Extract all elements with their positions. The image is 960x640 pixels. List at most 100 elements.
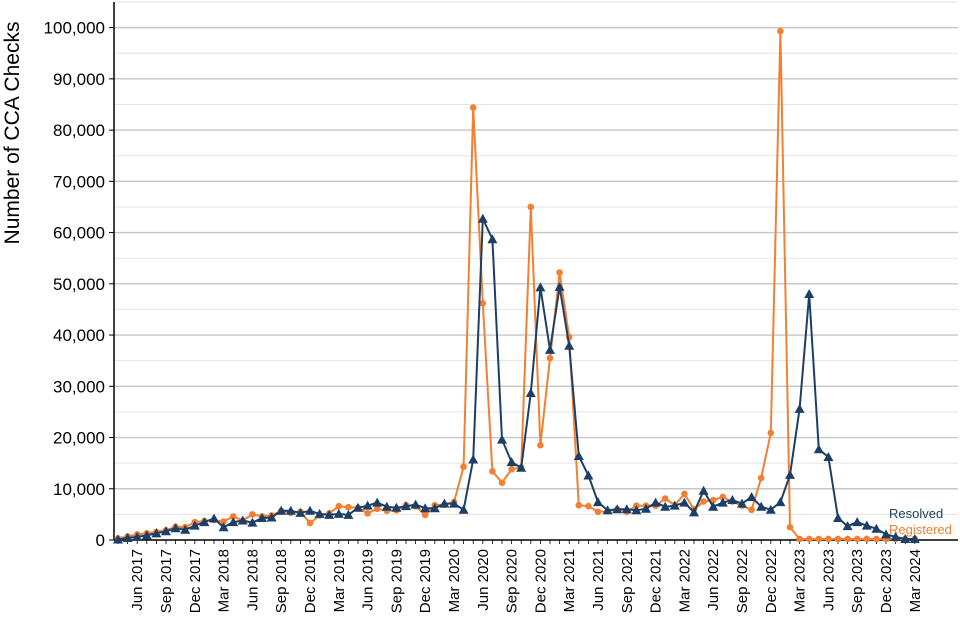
- data-point: [401, 501, 411, 511]
- data-point: [834, 535, 842, 543]
- data-point: [621, 504, 632, 514]
- data-point: [458, 504, 469, 514]
- y-axis-title: Number of CCA Checks: [1, 22, 24, 245]
- data-point: [871, 523, 882, 533]
- data-point: [575, 501, 583, 509]
- data-point: [151, 528, 162, 538]
- data-point: [381, 501, 392, 511]
- data-point: [487, 234, 498, 244]
- data-point: [881, 529, 891, 539]
- y-tick-label: 50,000: [53, 275, 105, 294]
- data-point: [757, 474, 765, 482]
- data-point: [681, 490, 688, 498]
- data-point: [815, 535, 823, 543]
- x-tick-label: Mar 2022: [676, 549, 693, 612]
- data-point: [804, 289, 815, 299]
- data-point: [333, 508, 344, 518]
- data-point: [285, 505, 296, 515]
- x-tick-label: Jun 2018: [244, 549, 261, 611]
- x-tick-label: Dec 2021: [648, 549, 665, 613]
- data-point: [449, 498, 459, 508]
- data-point: [796, 535, 803, 543]
- data-point: [756, 501, 767, 511]
- data-point: [767, 429, 775, 437]
- series-line-resolved: [117, 217, 915, 541]
- data-point: [890, 531, 901, 541]
- x-tick-label: Jun 2021: [590, 549, 607, 611]
- x-tick-label: Sep 2018: [273, 549, 290, 613]
- data-point: [594, 508, 602, 516]
- x-tick-label: Sep 2019: [388, 549, 405, 613]
- data-point: [257, 512, 267, 522]
- data-point: [489, 468, 496, 475]
- data-point: [545, 344, 555, 354]
- data-point: [266, 512, 277, 522]
- data-point: [748, 506, 755, 514]
- y-tick-label: 90,000: [53, 70, 105, 89]
- data-point: [527, 203, 535, 211]
- data-point: [537, 441, 544, 449]
- data-point: [508, 465, 515, 473]
- data-point: [372, 497, 383, 507]
- data-point: [229, 513, 237, 520]
- data-point: [873, 535, 880, 543]
- y-tick-label: 20,000: [53, 429, 105, 448]
- data-point: [709, 496, 717, 504]
- data-point: [863, 535, 871, 543]
- data-point: [775, 497, 786, 507]
- x-axis: Jun 2017 Sep 2017 Dec 2017 Mar 2018 Jun 2018…: [114, 539, 958, 613]
- data-point: [719, 493, 727, 501]
- data-point: [362, 500, 373, 510]
- data-point: [777, 27, 784, 35]
- data-point: [391, 502, 402, 512]
- data-point: [295, 507, 306, 517]
- x-tick-label: Sep 2022: [734, 549, 751, 613]
- data-point: [421, 511, 429, 519]
- data-point: [556, 269, 563, 276]
- data-point: [661, 495, 669, 502]
- y-tick-label: 100,000: [44, 19, 105, 38]
- x-tick-label: Mar 2019: [331, 549, 348, 612]
- data-point: [842, 521, 853, 531]
- data-point: [345, 503, 352, 511]
- data-point: [420, 503, 431, 513]
- y-tick-label: 60,000: [53, 224, 105, 243]
- x-tick-label: Dec 2020: [532, 549, 549, 613]
- x-tick-label: Dec 2023: [878, 549, 895, 613]
- data-point: [324, 509, 335, 519]
- data-point: [853, 535, 861, 543]
- x-tick-label: Jun 2019: [360, 549, 377, 611]
- data-point: [844, 535, 851, 543]
- data-point: [861, 520, 872, 530]
- data-point: [825, 535, 832, 543]
- data-point: [335, 502, 343, 510]
- data-point: [516, 462, 527, 472]
- y-tick-label: 0: [96, 531, 105, 550]
- x-tick-label: Sep 2021: [619, 549, 636, 613]
- x-tick-label: Dec 2022: [763, 549, 780, 613]
- x-tick-label: Sep 2023: [849, 549, 866, 613]
- data-point: [497, 434, 507, 444]
- data-point: [833, 512, 843, 522]
- data-point: [583, 470, 594, 480]
- data-point: [477, 213, 488, 223]
- data-point: [737, 498, 747, 508]
- legend-label-resolved: Resolved: [889, 506, 943, 521]
- y-tick-label: 30,000: [53, 377, 105, 396]
- y-axis: 0 10,000 20,000 30,000 40,000 50,000 60,000 70,…: [44, 2, 115, 550]
- data-point: [669, 500, 680, 510]
- data-point: [439, 498, 450, 508]
- data-point: [228, 517, 239, 527]
- data-point: [785, 469, 795, 479]
- data-point: [660, 501, 671, 511]
- data-point: [727, 495, 738, 505]
- data-point: [305, 505, 315, 515]
- data-point: [765, 504, 776, 514]
- data-point: [122, 532, 133, 542]
- data-point: [343, 509, 354, 519]
- data-point: [786, 523, 794, 531]
- data-point: [218, 522, 229, 532]
- x-tick-label: Dec 2017: [187, 549, 204, 613]
